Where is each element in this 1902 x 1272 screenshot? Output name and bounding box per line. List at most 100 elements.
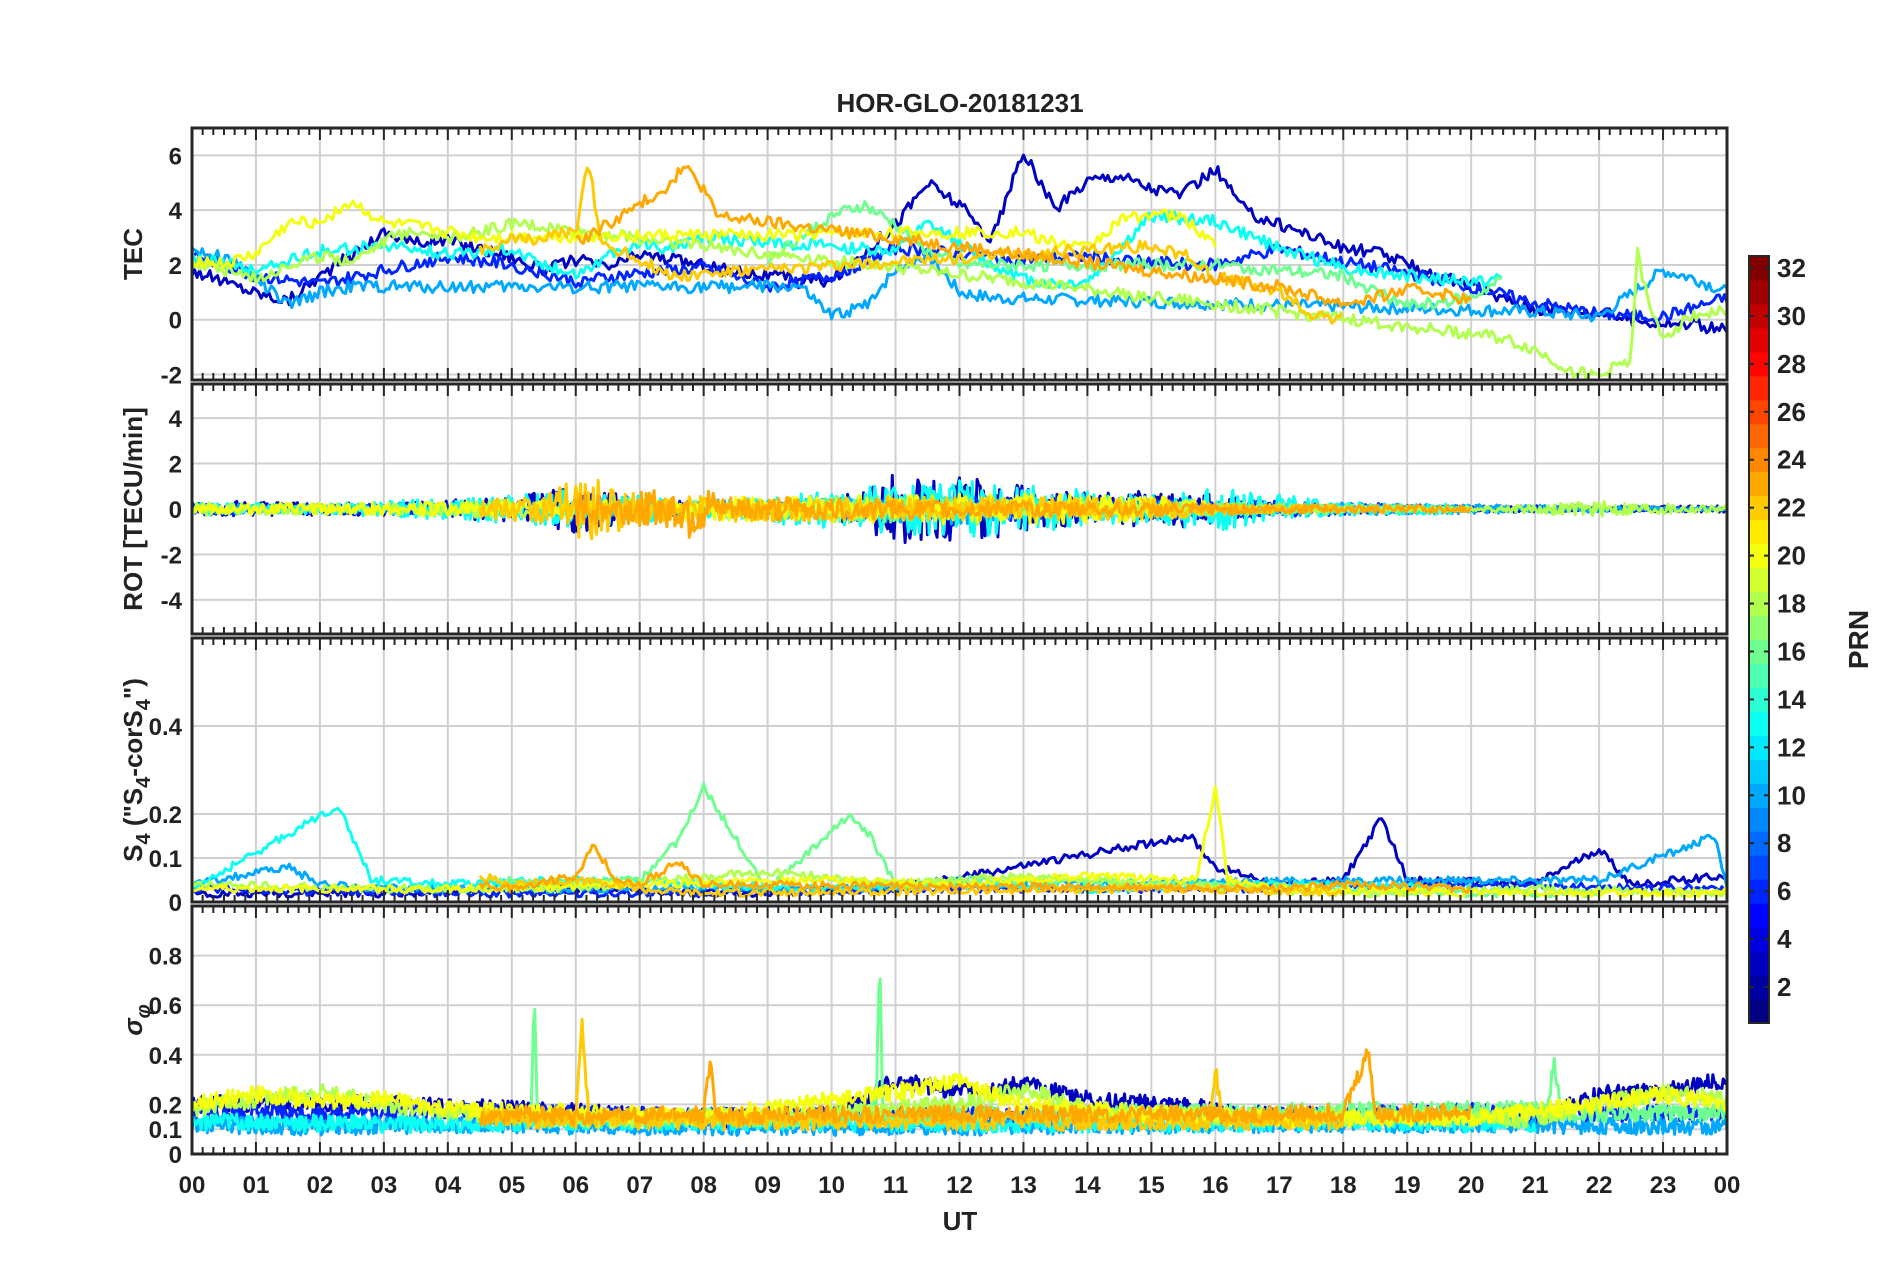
series-line-prn-23 [478,1048,1472,1127]
series-line-prn-22 [478,166,1344,325]
series-group [192,473,1727,544]
y-tick-label: 0 [169,497,182,524]
colorbar-swatch [1749,495,1769,521]
colorbar-swatch [1749,543,1769,569]
colorbar-tick-label: 4 [1777,924,1792,954]
y-tick-label: 0.1 [149,1117,182,1144]
x-tick-label: 05 [498,1172,525,1199]
x-tick-label: 01 [243,1172,270,1199]
colorbar-tick-label: 22 [1777,493,1806,523]
tick-marks [191,906,1728,1154]
y-tick-label: -4 [161,588,183,615]
colorbar-swatch [1749,423,1769,449]
x-tick-label: 03 [371,1172,398,1199]
y-tick-label: 2 [169,452,182,479]
colorbar-tick-label: 20 [1777,541,1806,571]
colorbar-tick-label: 26 [1777,397,1806,427]
colorbar-tick-label: 10 [1777,780,1806,810]
colorbar-tick-label: 32 [1777,253,1806,283]
colorbar-tick-label: 16 [1777,636,1806,666]
colorbar-swatch [1749,351,1769,377]
series-line-prn-23 [574,489,1473,539]
series-line-prn-16 [766,200,1503,311]
y-axis-label-tec: TEC [118,228,148,280]
y-tick-label: 0 [169,1142,182,1169]
tick-marks [191,638,1728,902]
x-tick-label: 11 [883,1172,908,1199]
x-tick-label: 20 [1458,1172,1485,1199]
colorbar-swatch [1749,999,1769,1024]
y-tick-label: 0.4 [149,714,183,741]
panel-s4: 0 0.1 0.2 0.4S4 ("S4-corS4") [118,636,1729,917]
x-tick-label: 18 [1330,1172,1357,1199]
series-line-prn-23 [478,843,1472,895]
colorbar-swatch [1749,759,1769,784]
x-tick-label: 08 [690,1172,717,1199]
series-line-prn-20 [192,199,1217,270]
y-tick-label: 4 [169,198,183,225]
colorbar-tick-label: 6 [1777,876,1791,906]
series-group [192,782,1727,899]
y-axis-label-rot: ROT [TECU/min] [118,407,148,611]
x-tick-label: 13 [1010,1172,1037,1199]
colorbar-tick-label: 24 [1777,445,1806,475]
y-tick-label: 0.1 [149,846,182,873]
tick-marks [191,128,1728,380]
x-tick-label: 15 [1138,1172,1165,1199]
x-tick-label: 12 [946,1172,973,1199]
colorbar-swatch [1749,663,1769,688]
x-axis-label: UT [943,1206,978,1236]
series-line-prn-18 [192,217,1727,380]
colorbar-swatch [1749,327,1769,353]
y-tick-label: 6 [169,143,182,170]
y-tick-label: 0.8 [149,944,182,971]
colorbar-label: PRN [1843,610,1874,669]
y-tick-label: 2 [169,253,182,280]
series-group [192,977,1727,1137]
colorbar-swatch [1749,471,1769,497]
colorbar-swatch [1749,831,1769,856]
y-tick-label: 0.4 [149,1043,183,1070]
colorbar-swatch [1749,855,1769,880]
x-tick-label: 23 [1650,1172,1677,1199]
y-axis-label-sigma: σφ [118,1004,155,1035]
colorbar-swatch [1749,591,1769,617]
colorbar-swatch [1749,639,1769,664]
y-axis-label-s4: S4 ("S4-corS4") [118,678,155,862]
colorbar-swatch [1749,807,1769,832]
y-tick-label: -2 [161,542,182,569]
x-tick-label: 17 [1266,1172,1293,1199]
colorbar-swatch [1749,975,1769,1000]
y-tick-label: 0.2 [149,1092,182,1119]
x-tick-label: 21 [1522,1172,1549,1199]
series-line-prn-13 [192,210,1503,289]
x-tick-label: 04 [434,1172,461,1199]
y-tick-label: 0 [169,308,182,335]
panel-sigma: 00.10.2 0.4 0.6 0.8 σφ [118,904,1729,1169]
colorbar-tick-label: 8 [1777,828,1791,858]
colorbar-swatch [1749,375,1769,401]
y-tick-label: 0.6 [149,993,182,1020]
y-tick-label: 4 [169,406,183,433]
colorbar-tick-label: 12 [1777,732,1806,762]
colorbar-swatch [1749,951,1769,976]
series-line-prn-16 [529,977,1727,1130]
colorbar-tick-label: 2 [1777,972,1791,1002]
x-tick-labels: 00 01 02 03 04 05 06 07 08 09 10 11 12 13 14 15 16 17 18 19… [179,1172,1741,1199]
colorbar-swatch [1749,927,1769,952]
y-tick-label: 0 [169,890,182,917]
colorbar-swatch [1749,735,1769,760]
colorbar-tick-label: 14 [1777,684,1806,714]
x-tick-label: 00 [1714,1172,1741,1199]
x-tick-label: 22 [1586,1172,1613,1199]
panel-rot: -4 -2 0 2 4 ROT [TECU/min] [118,382,1729,636]
series-line-prn-22 [478,1017,1345,1132]
colorbar-tick-label: 30 [1777,301,1806,331]
series-line-prn-20 [192,1072,1727,1129]
x-tick-label: 14 [1074,1172,1101,1199]
x-tick-label: 00 [179,1172,206,1199]
colorbar-swatch [1749,567,1769,593]
colorbar-swatch [1749,783,1769,808]
